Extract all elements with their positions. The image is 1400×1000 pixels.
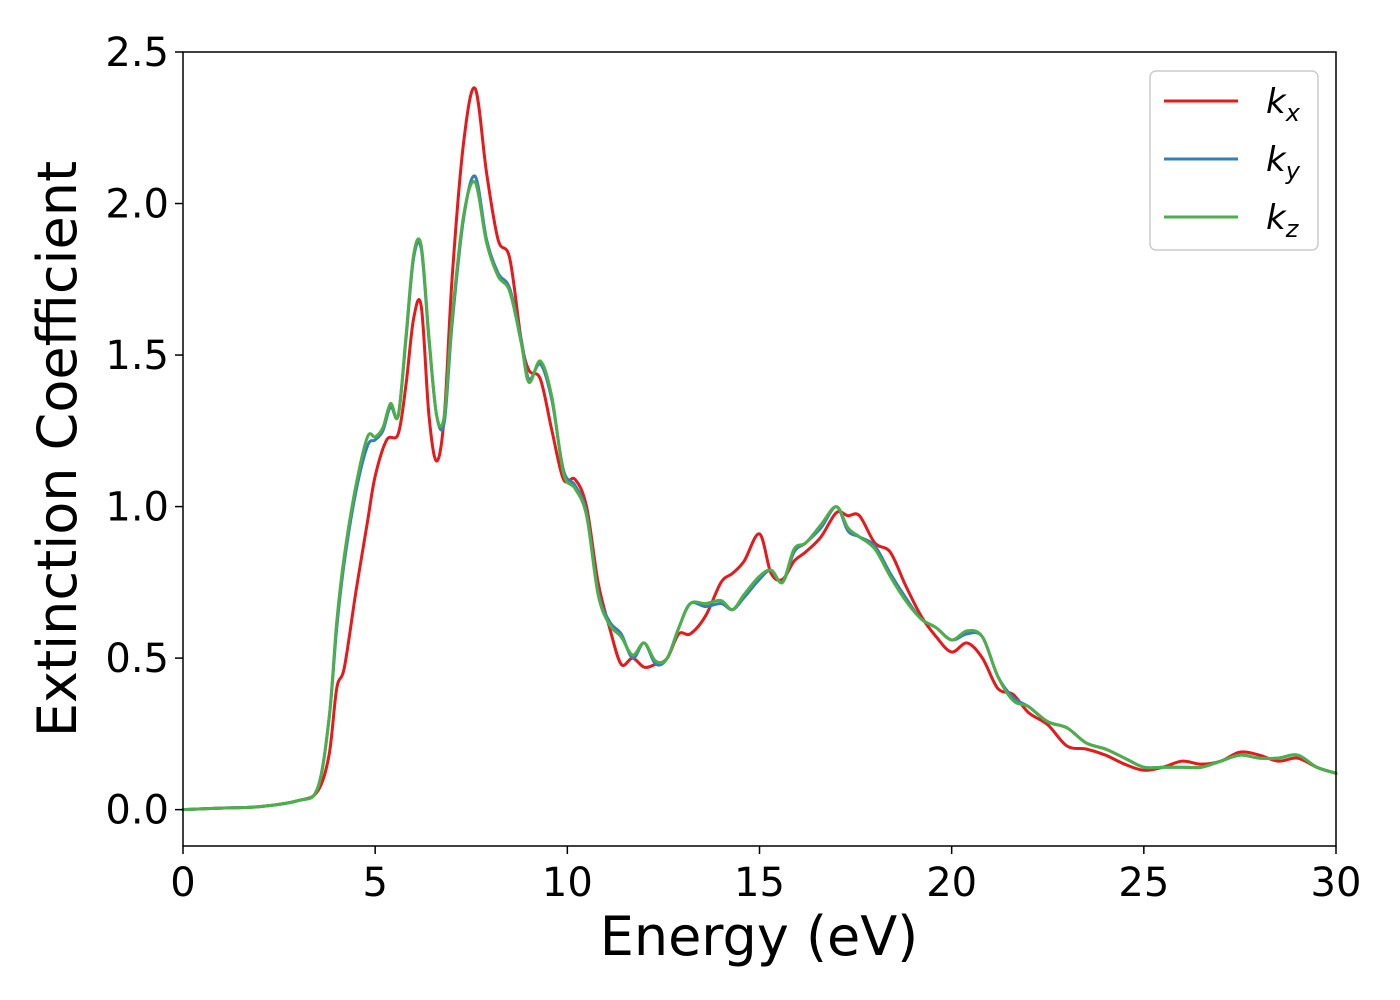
y-tick-label: 0.0 xyxy=(105,788,169,834)
series-line-kx xyxy=(181,86,1338,812)
x-tick-label: 30 xyxy=(1311,860,1362,906)
x-tick-label: 20 xyxy=(926,860,977,906)
x-tick-label: 10 xyxy=(542,860,593,906)
y-axis-title: Extinction Coefficient xyxy=(26,161,89,737)
x-tick-label: 5 xyxy=(362,860,387,906)
series-line-kz xyxy=(181,180,1338,812)
legend-label-ky: ky xyxy=(1266,140,1301,185)
x-axis: 0 5 10 15 20 25 30 xyxy=(170,846,1361,906)
x-axis-title: Energy (eV) xyxy=(600,905,919,968)
legend-label-kx: kx xyxy=(1266,82,1301,127)
x-tick-label: 25 xyxy=(1118,860,1169,906)
y-axis: 0.0 0.5 1.0 1.5 2.0 2.5 xyxy=(105,30,183,834)
x-tick-label: 0 xyxy=(170,860,195,906)
y-tick-label: 2.0 xyxy=(105,182,169,228)
legend: kx ky kz xyxy=(1149,70,1319,251)
y-tick-label: 2.5 xyxy=(105,30,169,76)
y-tick-label: 1.5 xyxy=(105,333,169,379)
y-tick-label: 1.0 xyxy=(105,485,169,531)
legend-label-kz: kz xyxy=(1266,198,1300,243)
y-tick-label: 0.5 xyxy=(105,636,169,682)
series-layer xyxy=(181,86,1338,812)
x-tick-label: 15 xyxy=(734,860,785,906)
